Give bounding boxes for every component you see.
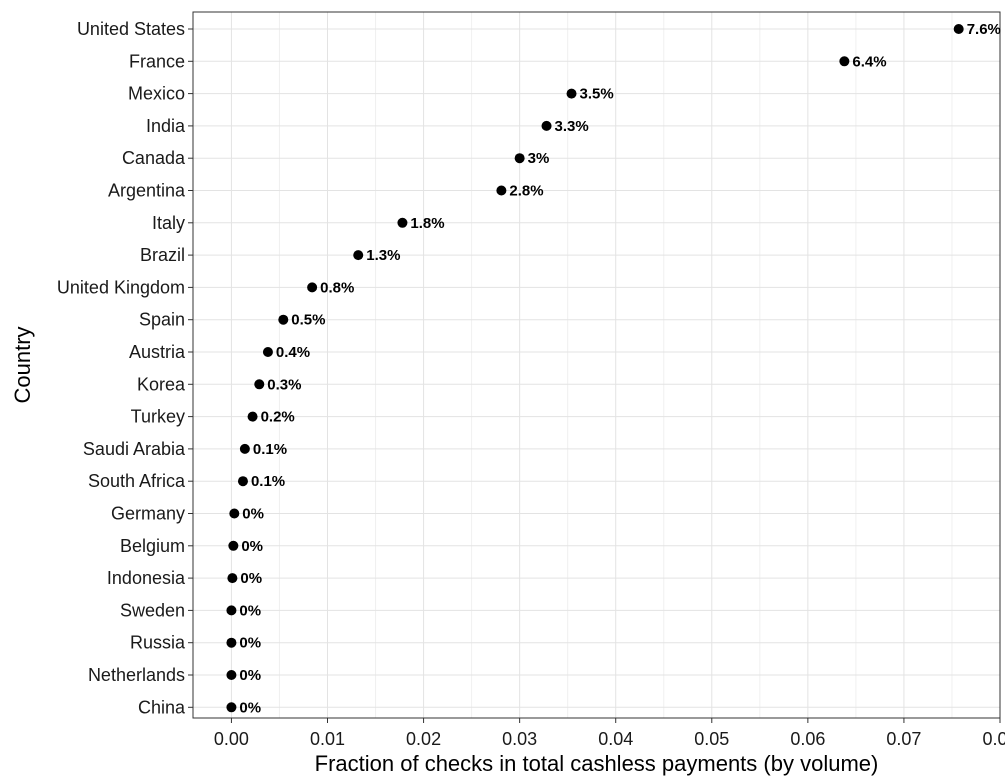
y-tick-label: Turkey: [131, 407, 185, 427]
x-tick-label: 0.06: [790, 729, 825, 749]
x-axis: 0.00 0.01 0.02 0.03 0.04 0.05 0.06 0.07 0.08: [214, 718, 1005, 749]
data-label: 0.5%: [291, 312, 325, 329]
data-label: 0%: [239, 667, 261, 684]
x-tick-label: 0.00: [214, 729, 249, 749]
data-point: [239, 443, 250, 454]
data-label: 0.8%: [320, 279, 354, 296]
data-point: [953, 24, 964, 34]
x-tick-label: 0.07: [886, 729, 921, 749]
x-tick-label: 0.08: [982, 729, 1005, 749]
grid-lines: [193, 12, 1001, 718]
x-tick-label: 0.02: [406, 729, 441, 749]
y-tick-label: United Kingdom: [57, 277, 185, 297]
y-tick-label: Mexico: [128, 84, 185, 104]
data-point: [247, 411, 258, 422]
y-tick-label: France: [129, 51, 185, 71]
y-tick-label: India: [146, 116, 186, 136]
y-tick-label: Italy: [152, 213, 185, 233]
data-point: [254, 379, 265, 390]
data-point: [353, 250, 364, 261]
data-label: 0%: [240, 570, 262, 587]
data-point: [278, 314, 289, 325]
y-tick-label: China: [138, 697, 186, 717]
y-tick-label: South Africa: [88, 471, 186, 491]
data-point: [229, 508, 240, 519]
y-tick-label: Netherlands: [88, 665, 185, 685]
data-label: 0.1%: [251, 473, 285, 490]
data-label: 0.2%: [261, 409, 295, 426]
x-axis-title: Fraction of checks in total cashless pay…: [315, 751, 879, 776]
data-points: [226, 24, 964, 713]
data-label: 0%: [239, 602, 261, 619]
data-labels: 7.6% 6.4% 3.5% 3.3% 3% 2.8% 1.8% 1.3% 0.8% 0.5% 0.…: [239, 21, 1000, 716]
data-label: 6.4%: [852, 53, 886, 70]
data-label: 0.1%: [253, 441, 287, 458]
y-tick-label: Sweden: [120, 600, 185, 620]
data-point: [226, 702, 237, 713]
data-label: 3%: [528, 150, 550, 167]
data-point: [496, 185, 507, 196]
x-tick-label: 0.01: [310, 729, 345, 749]
data-label: 3.3%: [555, 118, 589, 135]
data-point: [397, 217, 408, 228]
data-point: [226, 637, 237, 648]
y-axis: United States France Mexico India Canada Arge…: [57, 19, 193, 717]
x-tick-label: 0.05: [694, 729, 729, 749]
data-label: 7.6%: [967, 21, 1001, 38]
y-tick-label: Spain: [139, 310, 185, 330]
data-point: [566, 88, 577, 99]
x-tick-label: 0.04: [598, 729, 633, 749]
y-tick-label: Korea: [137, 374, 186, 394]
x-tick-label: 0.03: [502, 729, 537, 749]
plot-panel-border: [192, 11, 1001, 719]
data-point: [514, 153, 525, 164]
y-tick-label: Austria: [129, 342, 186, 362]
data-label: 0.3%: [267, 376, 301, 393]
y-tick-label: Argentina: [108, 181, 186, 201]
data-label: 0%: [241, 538, 263, 555]
data-label: 1.8%: [410, 215, 444, 232]
data-label: 1.3%: [366, 247, 400, 264]
data-point: [226, 670, 237, 680]
data-point: [307, 282, 318, 293]
data-label: 3.5%: [580, 86, 614, 103]
y-tick-label: Germany: [111, 504, 185, 524]
data-point: [262, 347, 273, 357]
y-tick-label: Brazil: [140, 245, 185, 265]
data-point: [541, 120, 552, 131]
data-label: 0.4%: [276, 344, 310, 361]
y-tick-label: Saudi Arabia: [83, 439, 186, 459]
data-point: [839, 56, 850, 67]
data-point: [226, 605, 237, 616]
data-point: [237, 476, 248, 487]
data-label: 0%: [242, 506, 264, 523]
y-tick-label: Russia: [130, 633, 186, 653]
y-tick-label: Indonesia: [107, 568, 186, 588]
y-tick-label: Belgium: [120, 536, 185, 556]
y-tick-label: Canada: [122, 148, 186, 168]
data-label: 2.8%: [509, 183, 543, 200]
y-tick-label: United States: [77, 19, 185, 39]
data-label: 0%: [239, 699, 261, 716]
data-point: [227, 573, 238, 584]
y-axis-title: Country: [10, 326, 35, 403]
data-label: 0%: [239, 635, 261, 652]
data-point: [228, 540, 239, 551]
